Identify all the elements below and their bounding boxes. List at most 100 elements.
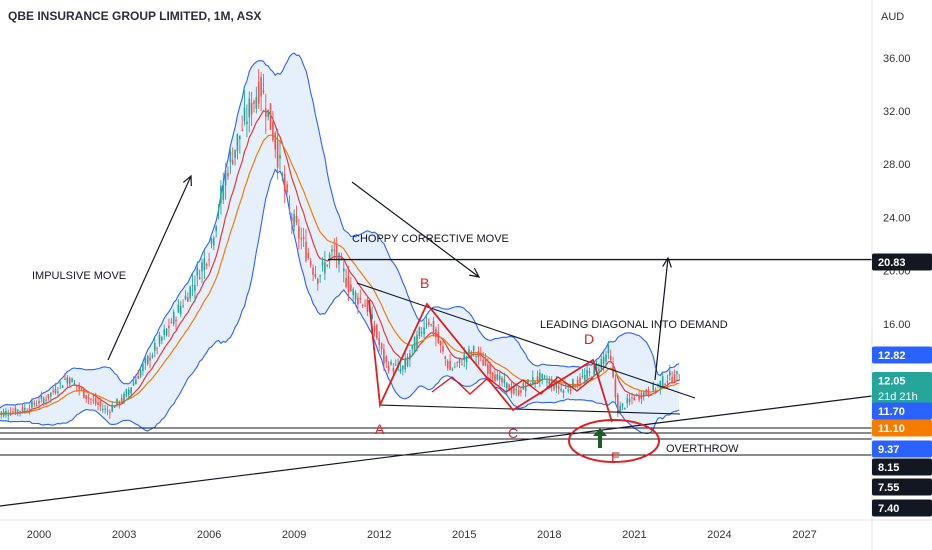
candle-body xyxy=(539,372,541,381)
candle-body xyxy=(574,386,577,388)
wave-label-e: E xyxy=(611,449,620,465)
candle-body xyxy=(635,394,638,395)
candle-body xyxy=(489,363,491,375)
price-tag-label: 12.82 xyxy=(878,350,906,362)
candle-body xyxy=(609,355,612,361)
candle-body xyxy=(423,327,425,335)
candle-body xyxy=(501,377,503,383)
candle-body xyxy=(260,76,262,97)
candle-body xyxy=(591,377,593,379)
candle-body xyxy=(328,254,331,259)
candle-body xyxy=(35,405,38,406)
price-tag-label: 11.70 xyxy=(878,406,905,418)
candle-body xyxy=(265,108,267,118)
candle-body xyxy=(390,361,392,365)
candle-body xyxy=(224,170,227,186)
candle-body xyxy=(347,274,350,292)
candle-body xyxy=(302,236,305,240)
candle-body xyxy=(553,385,555,390)
candle-body xyxy=(106,410,109,412)
candle-body xyxy=(576,379,579,385)
price-tick-label: 16.00 xyxy=(883,319,911,331)
price-tag-9.37 xyxy=(872,440,932,458)
candle-body xyxy=(7,414,10,416)
time-tick-label: 2024 xyxy=(707,529,731,541)
candle-body xyxy=(120,398,123,401)
candle-body xyxy=(227,173,229,177)
price-tag-label: 7.55 xyxy=(878,482,899,494)
candle-body xyxy=(87,396,90,399)
candle-body xyxy=(130,387,132,394)
candle-body xyxy=(309,261,312,266)
candle-body xyxy=(222,185,225,200)
currency-label: AUD xyxy=(881,11,904,23)
diagonal-upper-line xyxy=(356,282,696,399)
price-tag-12.82 xyxy=(872,346,932,364)
candle-body xyxy=(111,405,113,412)
time-tick-label: 2012 xyxy=(367,529,391,541)
candle-body xyxy=(586,370,588,379)
candle-body xyxy=(409,353,411,360)
price-tag-label: 9.37 xyxy=(878,444,899,456)
candle-body xyxy=(435,329,437,338)
ema-slow-line xyxy=(0,134,680,415)
candle-body xyxy=(510,386,513,394)
candle-body xyxy=(371,314,373,319)
candle-body xyxy=(376,325,378,339)
candle-body xyxy=(626,397,629,404)
candle-body xyxy=(5,410,7,416)
time-axis[interactable]: 2000 2003 2006 2009 2012 2015 2018 2021 2024 2027 xyxy=(27,529,817,541)
bollinger-lower-line xyxy=(0,168,680,435)
candle-body xyxy=(182,305,184,307)
candle-body xyxy=(562,390,565,393)
candle-body xyxy=(484,358,487,366)
candle-body xyxy=(144,358,147,363)
candle-body xyxy=(99,401,102,407)
candle-body xyxy=(283,174,286,192)
candle-body xyxy=(255,97,258,109)
time-tick-label: 2000 xyxy=(27,529,51,541)
candle-body xyxy=(487,364,489,374)
candle-body xyxy=(541,373,543,379)
candle-body xyxy=(142,364,144,371)
candle-body xyxy=(595,364,598,370)
candle-body xyxy=(458,357,461,364)
candle-body xyxy=(319,275,321,277)
price-tag-20.83 xyxy=(872,253,932,271)
price-tag-8.15 xyxy=(872,458,932,476)
candle-body xyxy=(28,408,31,411)
candle-body xyxy=(246,121,248,125)
candle-body xyxy=(475,356,477,358)
candle-body xyxy=(652,383,654,391)
candle-body xyxy=(593,366,595,376)
candle-body xyxy=(378,338,380,345)
candle-body xyxy=(307,252,310,258)
candle-body xyxy=(57,391,59,393)
candle-body xyxy=(506,382,508,389)
candle-body xyxy=(650,393,652,396)
diagonal-lower-line xyxy=(379,404,681,415)
price-tag-countdown: 21d 21h xyxy=(878,391,918,403)
candle-body xyxy=(198,277,201,279)
price-tags: 20.83 12.82 12.05 21d 21h 11.70 11.10 9.37 8.15… xyxy=(872,253,932,517)
candle-body xyxy=(45,399,47,401)
candle-body xyxy=(354,292,357,300)
candle-body xyxy=(177,304,180,313)
candle-body xyxy=(430,324,432,326)
candle-body xyxy=(217,210,220,212)
candle-body xyxy=(645,390,647,395)
candle-body xyxy=(461,364,463,366)
candle-body xyxy=(54,388,57,393)
candle-body xyxy=(352,288,354,296)
candle-body xyxy=(472,346,475,351)
candle-body xyxy=(477,351,480,358)
candle-body xyxy=(42,398,45,404)
breakout-arrow xyxy=(654,257,669,381)
candle-body xyxy=(205,264,208,266)
candle-body xyxy=(387,365,390,371)
candle-body xyxy=(154,343,156,352)
candle-body xyxy=(392,368,395,372)
wave-internal xyxy=(431,376,594,395)
